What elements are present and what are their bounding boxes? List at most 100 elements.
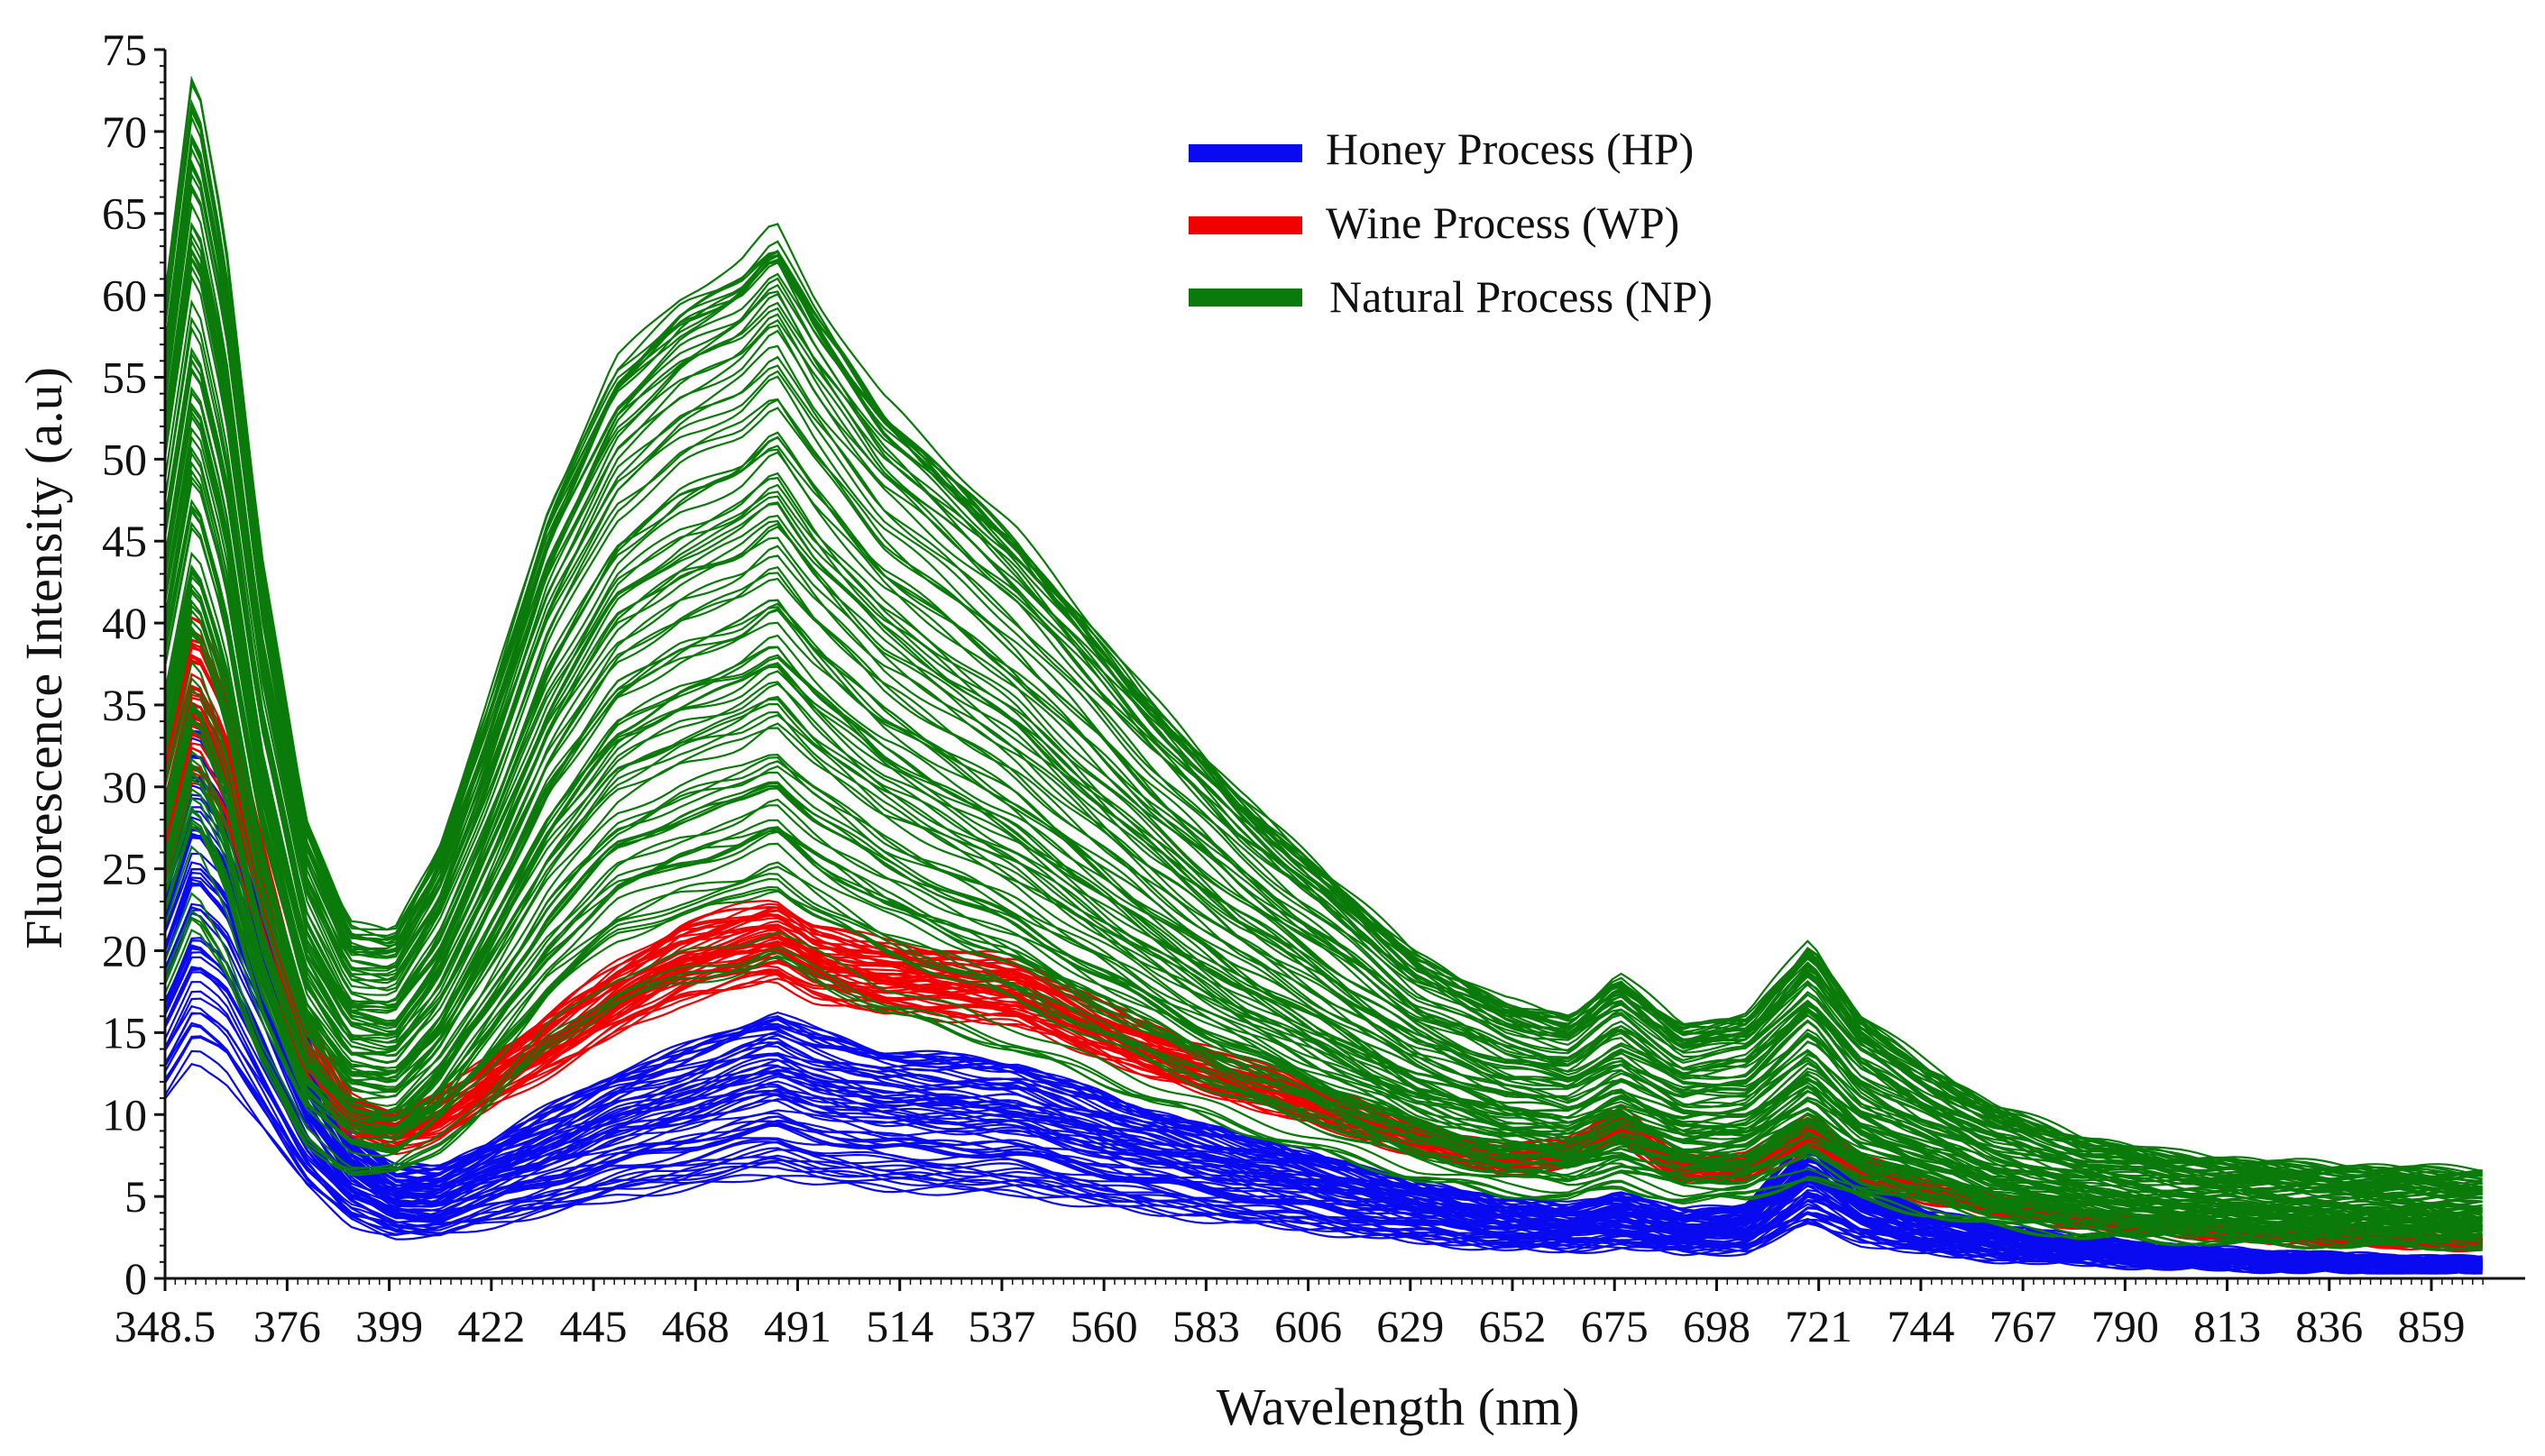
spectrum-line [163,273,2483,1199]
spectrum-line [163,878,2483,1268]
y-tick-label: 60 [102,270,147,321]
y-tick-label: 25 [102,844,147,894]
spectrum-line [164,981,2483,1274]
spectrum-line [164,1012,2483,1275]
spectrum-line [163,468,2483,1214]
x-tick-label: 859 [2398,1301,2466,1351]
spectrum-line [163,507,2483,1222]
spectrum-line [163,909,2483,1250]
x-tick-label: 606 [1274,1301,1342,1351]
y-tick-label: 45 [102,516,147,566]
spectrum-line [163,829,2483,1267]
legend-label-wp: Wine Process (WP) [1326,197,1679,248]
spectrum-line [164,1036,2483,1275]
x-tick-label: 560 [1070,1301,1138,1351]
spectrum-line [163,171,2483,1181]
x-tick-label: 537 [968,1301,1035,1351]
x-tick-label: 422 [457,1301,525,1351]
x-tick-label: 675 [1581,1301,1649,1351]
spectrum-line [163,821,2483,1243]
x-tick-label: 721 [1785,1301,1852,1351]
legend: Honey Process (HP) Wine Process (WP) Nat… [1189,124,1713,322]
x-axis-title: Wavelength (nm) [1217,1378,1580,1436]
x-tick-label: 376 [253,1301,321,1351]
spectrum-line [163,916,2483,1251]
y-tick-label: 70 [102,106,147,157]
legend-swatch-np [1189,288,1302,307]
spectrum-line [164,1049,2483,1275]
y-tick-label: 65 [102,188,147,239]
y-ticks: 0 5 10 15 20 25 30 35 40 45 50 55 60 65 70 75 [102,24,165,1304]
spectrum-line [163,567,2483,1221]
spectrum-line [163,238,2483,1193]
x-tick-label: 698 [1683,1301,1750,1351]
spectrum-line [163,776,2483,1266]
x-tick-label: 629 [1376,1301,1444,1351]
x-tick-label: 836 [2295,1301,2363,1351]
spectrum-line [163,809,2483,1244]
x-tick-label: 744 [1887,1301,1954,1351]
legend-label-hp: Honey Process (HP) [1326,124,1694,174]
spectrum-line [163,737,2483,1265]
spectrum-line [163,133,2483,1179]
legend-swatch-hp [1189,144,1302,162]
y-tick-label: 40 [102,598,147,648]
spectrum-line [163,728,2483,1232]
y-axis-title: Fluorescence Intensity (a.u) [14,367,73,949]
x-tick-label: 399 [355,1301,423,1351]
spectrum-line [163,730,2483,1248]
legend-swatch-wp [1189,216,1302,234]
spectrum-line [164,1012,2483,1275]
spectrum-line [163,201,2483,1177]
x-tick-label: 468 [662,1301,730,1351]
spectrum-line [163,164,2483,1187]
x-tick-label: 767 [1989,1301,2057,1351]
y-tick-label: 15 [102,1007,147,1058]
x-ticks: 348.5 376 399 422 445 468 491 514 537 560 583 606 62… [115,1278,2484,1351]
spectrum-line [163,366,2483,1210]
spectrum-line [164,1063,2483,1275]
x-tick-label: 514 [866,1301,933,1351]
y-tick-label: 30 [102,762,147,812]
spectrum-line [163,445,2483,1211]
spectrum-line [163,796,2483,1238]
spectrum-line [163,256,2483,1193]
spectrum-line [163,599,2483,1228]
spectrum-line [163,777,2483,1238]
series-honey-process-hp [163,703,2483,1275]
spectrum-line [163,98,2483,1190]
x-tick-label: 583 [1172,1301,1240,1351]
y-tick-label: 50 [102,434,147,484]
y-tick-label: 55 [102,352,147,402]
spectrum-line [163,406,2483,1205]
spectrum-line [163,582,2483,1227]
spectrum-line [163,346,2483,1196]
series-layer [163,75,2483,1275]
y-tick-label: 75 [102,24,147,75]
spectrum-line [163,824,2483,1246]
x-tick-label: 445 [560,1301,628,1351]
y-tick-label: 20 [102,926,147,976]
x-tick-label: 652 [1479,1301,1547,1351]
x-tick-label: 348.5 [115,1301,216,1351]
spectrum-line [163,590,2483,1217]
y-tick-label: 10 [102,1089,147,1140]
y-tick-label: 35 [102,680,147,730]
series-natural-process-np [163,75,2483,1251]
spectrum-line [163,876,2483,1269]
y-tick-label: 0 [124,1253,147,1304]
spectrum-line [163,787,2483,1234]
spectrum-line [163,389,2483,1197]
x-tick-label: 491 [764,1301,831,1351]
spectrum-line [163,892,2483,1248]
spectrum-line [163,409,2483,1214]
x-tick-label: 790 [2091,1301,2159,1351]
spectrum-line [163,951,2483,1272]
legend-label-np: Natural Process (NP) [1329,271,1713,322]
spectrum-line [163,426,2483,1206]
x-tick-label: 813 [2193,1301,2261,1351]
y-tick-label: 5 [124,1171,147,1222]
spectrum-line [163,909,2483,1270]
